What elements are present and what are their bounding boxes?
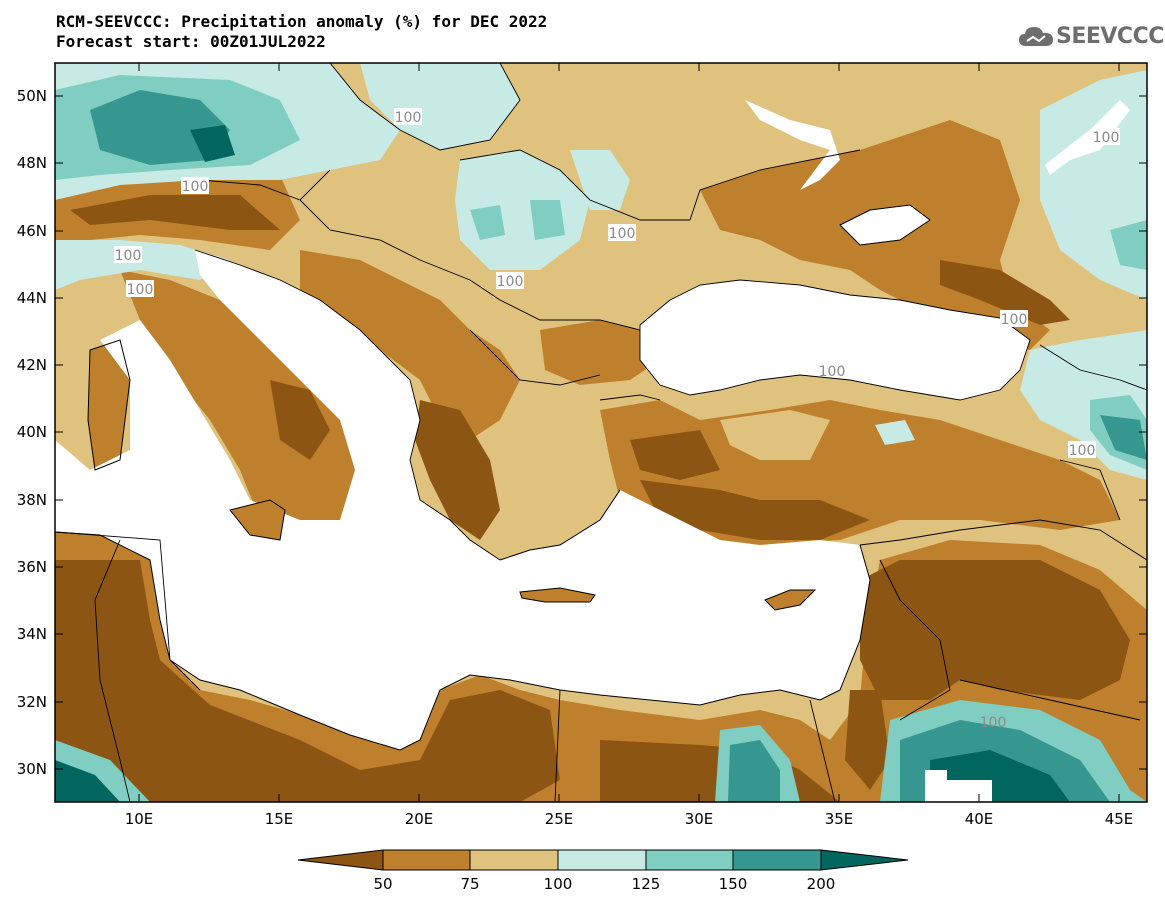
- contour-label: 100: [127, 282, 154, 298]
- coastlines: [55, 204, 931, 751]
- legend-swatch-150-200: [732, 849, 822, 871]
- field-russia-125-150: [1110, 220, 1147, 270]
- legend-swatch-gt200: [820, 849, 909, 871]
- field-turkey-lt50-a: [630, 430, 720, 480]
- field-missing-4: [1045, 100, 1130, 175]
- field-levant-lt50: [845, 690, 890, 790]
- field-africa-lt50: [55, 560, 560, 802]
- legend-label: 75: [460, 875, 479, 893]
- lat-tick-label: 34N: [17, 625, 47, 643]
- field-carpathian-125-150-a: [470, 205, 505, 240]
- field-sardinia-50-75: [88, 340, 130, 470]
- field-alps-lt50: [70, 195, 280, 230]
- contour-label: 100: [395, 110, 422, 126]
- field-italy-lt50: [270, 380, 330, 460]
- lat-tick-label: 36N: [17, 558, 47, 576]
- cloud-icon: [1019, 27, 1053, 46]
- lon-tick-label: 10E: [125, 810, 154, 828]
- lat-tick-label: 40N: [17, 423, 47, 441]
- black-sea: [640, 280, 1030, 400]
- lat-tick-label: 48N: [17, 154, 47, 172]
- lat-tick-label: 32N: [17, 693, 47, 711]
- contour-label: 100: [1093, 130, 1120, 146]
- contour-label: 100: [819, 364, 846, 380]
- field-sinai-150-200: [728, 740, 780, 802]
- legend-swatch-75-100: [469, 849, 559, 871]
- field-italy-50-75: [120, 270, 360, 530]
- field-turkey-75-100: [720, 410, 830, 460]
- field-mideast-lt50: [860, 560, 1130, 700]
- field-caspian-lt50: [940, 260, 1070, 325]
- lat-tick-label: 42N: [17, 356, 47, 374]
- field-missing-3: [745, 100, 840, 190]
- lon-tick-label: 35E: [825, 810, 854, 828]
- contour-label: 100: [1069, 443, 1096, 459]
- field-ceurope-gt200: [190, 125, 235, 162]
- color-legend: 50 75 100 125 150 200: [297, 849, 909, 893]
- field-balkans-50-75: [300, 250, 520, 440]
- map-title: RCM-SEEVCCC: Precipitation anomaly (%) f…: [56, 12, 547, 52]
- legend-label: 150: [719, 875, 748, 893]
- field-libya-west-200: [55, 760, 120, 802]
- contour-label: 100: [980, 715, 1007, 731]
- legend-label: 125: [632, 875, 661, 893]
- field-ceurope-150-200: [90, 90, 230, 165]
- mediterranean-sea: [55, 250, 870, 750]
- logo-text: SEEVCCC: [1056, 23, 1164, 49]
- field-turkey-lt50-b: [640, 480, 870, 540]
- legend-label: 100: [544, 875, 573, 893]
- contour-label: 100: [497, 274, 524, 290]
- title-line-1: RCM-SEEVCCC: Precipitation anomaly (%) f…: [56, 12, 548, 31]
- legend-swatch-100-125: [557, 849, 647, 871]
- lon-tick-label: 45E: [1105, 810, 1134, 828]
- lon-tick-label: 40E: [965, 810, 994, 828]
- field-greece-lt50: [415, 400, 500, 540]
- lat-axis: 50N 48N 46N 44N 42N 40N 38N 36N 34N 32N …: [17, 87, 1147, 778]
- legend-swatch-lt50: [297, 849, 384, 871]
- lat-tick-label: 50N: [17, 87, 47, 105]
- field-caucasus-150-200: [1100, 415, 1147, 460]
- lat-tick-label: 30N: [17, 760, 47, 778]
- legend-label: 200: [807, 875, 836, 893]
- sicily: [230, 500, 285, 540]
- legend-swatch-125-150: [645, 849, 734, 871]
- title-line-2: Forecast start: 00Z01JUL2022: [56, 32, 326, 51]
- legend-label: 50: [373, 875, 392, 893]
- contour-labels: 100 100 100 100 100 100 100 100 100 100 …: [114, 108, 1120, 731]
- field-bulgaria-50-75: [540, 320, 660, 385]
- lon-tick-label: 25E: [545, 810, 574, 828]
- lat-tick-label: 44N: [17, 289, 47, 307]
- legend-swatch-50-75: [382, 849, 471, 871]
- field-carpathian-100-125: [455, 150, 590, 270]
- lon-tick-label: 20E: [405, 810, 434, 828]
- lon-axis: 10E 15E 20E 25E 30E 35E 40E 45E: [125, 63, 1134, 828]
- lat-tick-label: 46N: [17, 222, 47, 240]
- lon-tick-label: 15E: [265, 810, 294, 828]
- contour-label: 100: [182, 179, 209, 195]
- contour-label: 100: [1001, 312, 1028, 328]
- field-po-100-125: [55, 240, 230, 290]
- contour-label: 100: [609, 226, 636, 242]
- lon-tick-label: 30E: [685, 810, 714, 828]
- field-poland-100-125: [360, 63, 520, 150]
- field-anatolia-100-125: [875, 420, 915, 445]
- map-area: 100 100 100 100 100 100 100 100 100 100 …: [55, 63, 1147, 802]
- field-missing-2: [947, 780, 992, 802]
- field-missing-1: [925, 770, 947, 802]
- contour-label: 100: [115, 248, 142, 264]
- field-carpathian-125-150-b: [530, 200, 565, 240]
- seevccc-logo: SEEVCCC: [1018, 22, 1164, 50]
- country-borders: [55, 63, 1147, 802]
- lat-tick-label: 38N: [17, 491, 47, 509]
